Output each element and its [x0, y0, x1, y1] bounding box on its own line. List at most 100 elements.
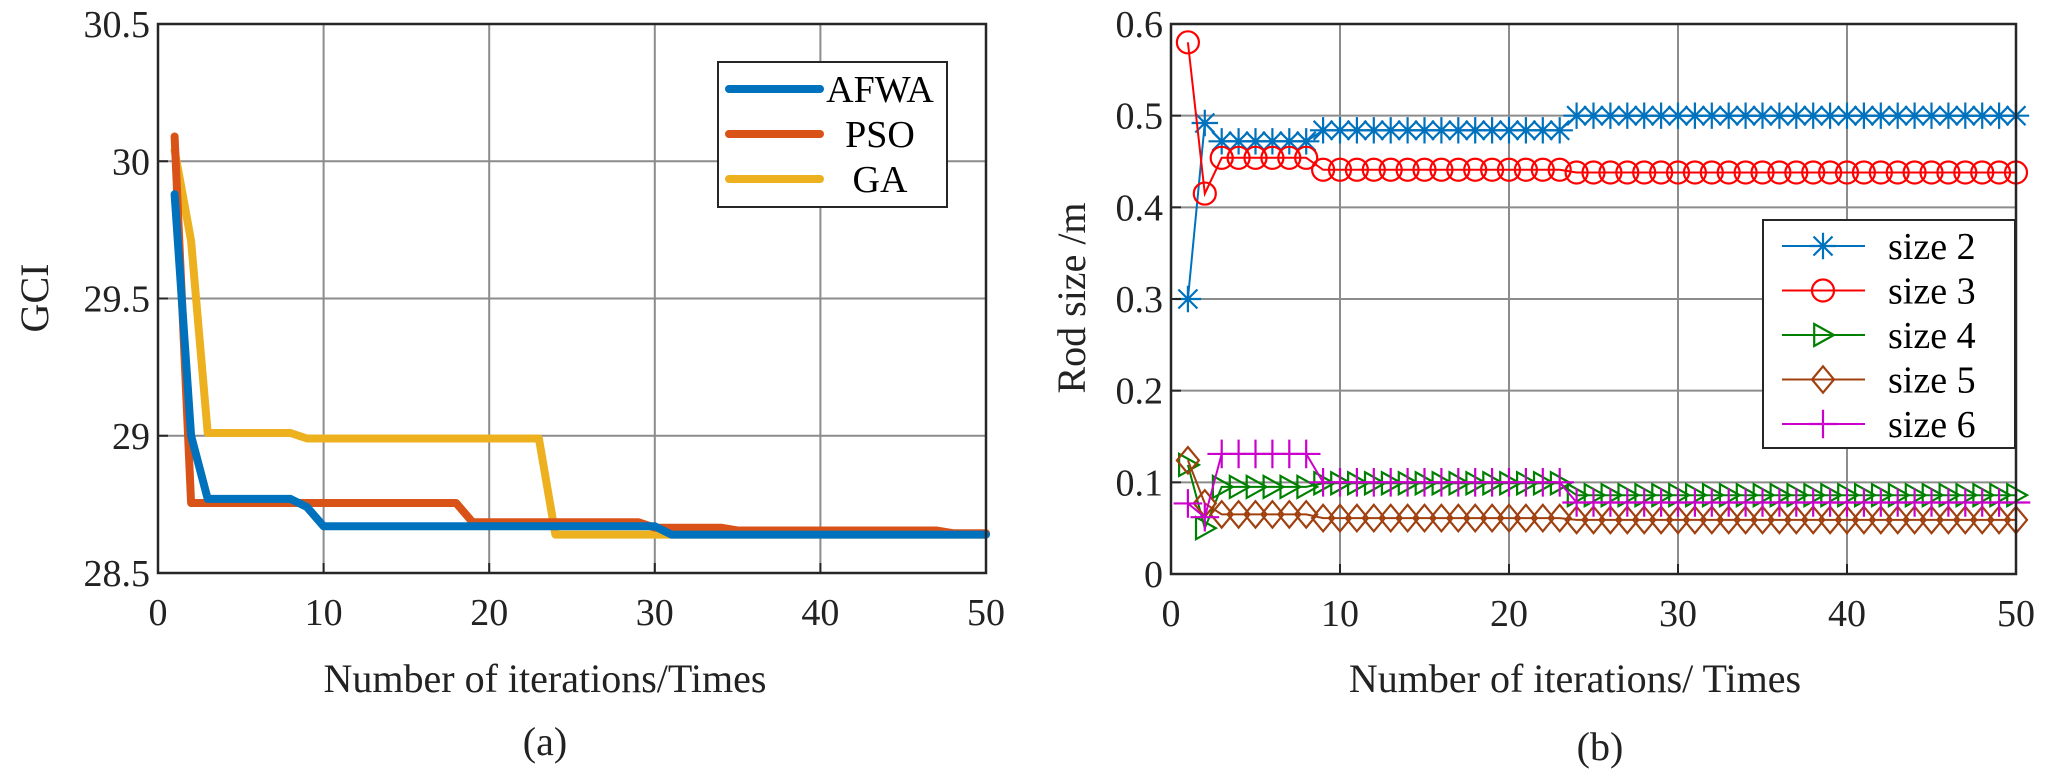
data-point-marker: [1850, 102, 1878, 129]
data-point-marker: [1902, 160, 1927, 185]
y-tick-label: 0.4: [1116, 187, 1164, 229]
legend-label-size-3: size 3: [1888, 271, 1976, 313]
data-point-marker: [1715, 102, 1742, 129]
data-point-marker: [1225, 128, 1252, 155]
data-point-marker: [1901, 102, 1928, 129]
series-size-2: [1174, 102, 2030, 313]
data-point-marker: [1291, 439, 1321, 469]
legend-label-size-4: size 4: [1888, 315, 1976, 357]
x-tick-label: 50: [967, 592, 1005, 634]
data-point-marker: [1952, 102, 1979, 129]
data-point-marker: [1716, 504, 1742, 535]
data-point-marker: [1597, 102, 1624, 129]
data-point-marker: [1615, 160, 1640, 185]
data-point-marker: [1648, 504, 1674, 535]
data-point-marker: [1293, 499, 1319, 530]
data-point-marker: [1564, 160, 1589, 185]
data-point-marker: [1326, 117, 1354, 144]
chart-b-y-axis-label: Rod size /m: [1049, 202, 1094, 393]
data-point-marker: [1394, 117, 1421, 144]
data-point-marker: [1681, 102, 1709, 129]
data-point-marker: [1513, 157, 1539, 182]
data-point-marker: [1190, 502, 1220, 532]
data-point-marker: [1412, 157, 1437, 182]
data-point-marker: [1682, 160, 1708, 185]
data-point-marker: [1750, 160, 1775, 185]
x-tick-label: 10: [1321, 593, 1359, 635]
data-point-marker: [1529, 117, 1556, 144]
data-point-marker: [1867, 102, 1894, 129]
chart-b: 0 10 20 30 40 50 0 0.1 0.2 0.3 0.4 0.5 0.6 Number o…: [1049, 4, 2035, 769]
data-point-marker: [1428, 117, 1455, 144]
data-point-marker: [1732, 102, 1759, 129]
data-point-marker: [1817, 504, 1843, 535]
data-point-marker: [1718, 482, 1742, 509]
legend-marker-plus: [1808, 409, 1838, 439]
legend-label-size-6: size 6: [1888, 404, 1976, 446]
chart-a-y-ticks: 28.5 29 29.5 30 30.5: [84, 4, 168, 595]
x-tick-label: 0: [1162, 593, 1181, 635]
data-point-marker: [1428, 503, 1454, 534]
data-point-marker: [1632, 160, 1657, 185]
data-point-marker: [1985, 102, 2013, 129]
data-point-marker: [1564, 504, 1590, 535]
series-line: [1186, 459, 2016, 521]
legend-marker-triangle-right: [1813, 322, 1837, 348]
x-tick-label: 30: [1659, 593, 1697, 635]
legend-marker-circle: [1810, 278, 1836, 303]
data-point-marker: [1563, 102, 1590, 129]
data-point-marker: [1716, 160, 1741, 185]
series-size-3: [1175, 30, 2029, 206]
data-point-marker: [1783, 504, 1809, 535]
data-point-marker: [1495, 117, 1523, 144]
data-point-marker: [1309, 117, 1337, 144]
x-tick-label: 50: [1997, 593, 2035, 635]
data-point-marker: [1766, 504, 1792, 535]
data-point-marker: [1513, 503, 1539, 534]
data-point-marker: [1919, 160, 1944, 185]
data-point-marker: [1833, 102, 1861, 129]
data-point-marker: [1698, 102, 1725, 129]
chart-b-y-ticks: 0 0.1 0.2 0.3 0.4 0.5 0.6: [1116, 4, 1181, 596]
data-point-marker: [1581, 504, 1606, 535]
data-point-marker: [1784, 160, 1809, 185]
data-point-marker: [1327, 503, 1353, 534]
data-point-marker: [1664, 102, 1692, 129]
data-point-marker: [1733, 160, 1758, 185]
data-point-marker: [1631, 504, 1657, 535]
legend-label-afwa: AFWA: [826, 69, 934, 111]
data-point-marker: [1851, 160, 1877, 185]
data-point-marker: [1478, 117, 1506, 144]
data-point-marker: [1580, 102, 1607, 129]
data-point-marker: [1262, 474, 1286, 500]
data-point-marker: [1803, 482, 1827, 509]
data-point-marker: [1175, 445, 1201, 476]
data-point-marker: [1512, 117, 1540, 144]
data-point-marker: [1377, 117, 1404, 144]
data-point-marker: [1192, 181, 1217, 206]
data-point-marker: [1446, 157, 1471, 182]
data-point-marker: [1445, 117, 1472, 144]
data-point-marker: [1749, 102, 1776, 129]
data-point-marker: [1766, 102, 1793, 129]
data-point-marker: [1885, 160, 1910, 185]
data-point-marker: [1682, 504, 1708, 535]
data-point-marker: [1412, 503, 1437, 534]
series-size-6: [1173, 439, 2031, 532]
data-point-marker: [1884, 102, 1911, 129]
data-point-marker: [1260, 145, 1285, 170]
data-point-marker: [1986, 504, 2012, 535]
data-point-marker: [1733, 504, 1759, 535]
data-point-marker: [1277, 145, 1302, 170]
data-point-marker: [1296, 474, 1320, 500]
data-point-marker: [1868, 504, 1894, 535]
x-tick-label: 0: [149, 592, 168, 634]
chart-b-x-axis-label: Number of iterations/ Times: [1349, 656, 1801, 701]
data-point-marker: [1919, 504, 1944, 535]
data-point-marker: [1647, 102, 1675, 129]
legend-label-size-5: size 5: [1888, 360, 1976, 402]
y-tick-label: 0.2: [1116, 371, 1164, 413]
data-point-marker: [1175, 30, 1201, 55]
chart-a: 0 10 20 30 40 50 28.5 29 29.5 30 30.5 Number of i…: [12, 4, 1005, 764]
